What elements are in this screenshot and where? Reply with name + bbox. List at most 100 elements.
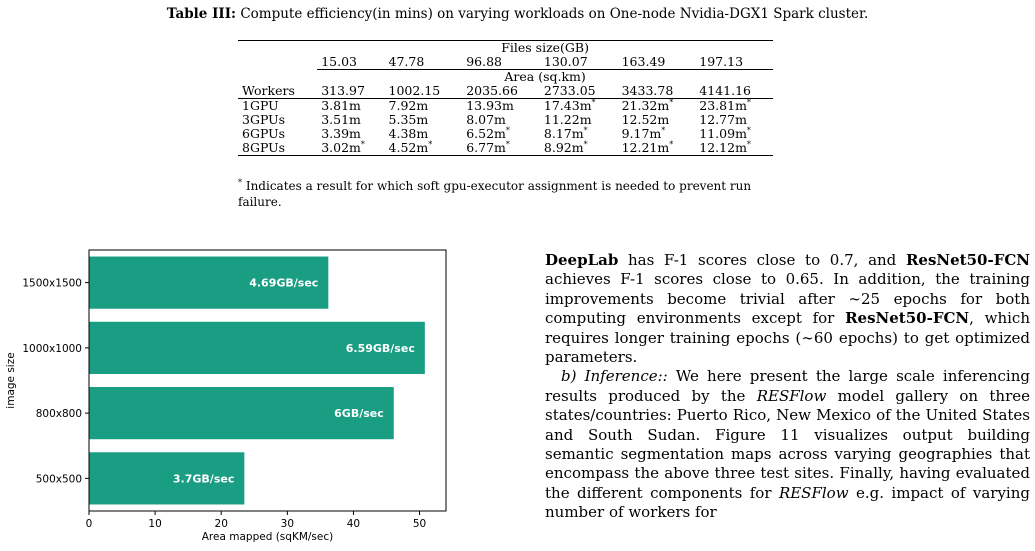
italic-term: RESFlow	[778, 483, 849, 502]
time-value: 3.81m	[321, 98, 361, 113]
time-value: 4.38m	[388, 126, 429, 141]
time-cell: 3.02m*	[317, 139, 385, 156]
results-table-container: Files size(GB) 15.03 47.78 96.88 130.07 163.…	[238, 40, 773, 156]
asterisk-mark: *	[746, 125, 751, 135]
asterisk-mark: *	[505, 139, 510, 149]
worker-label: 3GPUs	[242, 112, 286, 127]
body-text: DeepLab has F-1 scores close to 0.7, and…	[545, 251, 1030, 523]
table-caption: Table III: Compute efficiency(in mins) o…	[0, 6, 1035, 22]
file-size-cell: 163.49	[617, 55, 696, 70]
x-tick-label: 40	[347, 518, 360, 530]
paragraph-2: b) Inference:: We here present the large…	[545, 367, 1030, 522]
time-value: 23.81m	[699, 98, 747, 113]
bold-term: ResNet50-FCN	[845, 309, 970, 328]
time-value: 12.21m	[621, 140, 670, 155]
file-size-cell: 197.13	[695, 55, 773, 70]
time-value: 6.52m	[466, 126, 506, 141]
area-cell: 2035.66	[462, 84, 540, 99]
y-tick-label: 1500x1500	[22, 278, 82, 290]
y-tick-label: 1000x1000	[22, 343, 82, 355]
file-size-cell: 130.07	[539, 55, 618, 70]
time-cell: 8.17m*	[540, 125, 618, 141]
plot-frame	[88, 249, 447, 512]
area-header-row: Area (sq.km)	[238, 70, 773, 85]
text-run: , which requires longer training epochs …	[545, 309, 1030, 367]
time-value: 12.77m	[699, 112, 747, 127]
bar	[89, 452, 245, 505]
bar-data-label: 4.69GB/sec	[249, 277, 318, 290]
area-cell: 2733.05	[539, 84, 618, 99]
time-cell: 7.92m	[385, 99, 463, 114]
italic-term: RESFlow	[756, 386, 827, 405]
time-cell: 17.43m*	[540, 98, 618, 114]
asterisk-mark: *	[360, 139, 365, 149]
y-tick-label: 500x500	[36, 473, 82, 485]
time-cell: 11.09m*	[695, 125, 773, 141]
bold-term: DeepLab	[545, 251, 619, 269]
bar	[89, 321, 425, 374]
asterisk-mark: *	[583, 125, 588, 135]
time-cell: 8.92m*	[539, 139, 618, 156]
time-cell: 8.07m	[462, 113, 540, 127]
asterisk-mark: *	[746, 139, 751, 149]
time-value: 11.09m	[699, 126, 747, 141]
y-axis-label: image size	[5, 352, 17, 408]
italic-term: b) Inference::	[561, 367, 668, 386]
paragraph-1: DeepLab has F-1 scores close to 0.7, and…	[545, 251, 1030, 367]
time-cell: 12.52m	[618, 113, 696, 127]
asterisk-mark: *	[669, 97, 674, 107]
bar-data-label: 6.59GB/sec	[346, 342, 415, 355]
asterisk-mark: *	[583, 139, 588, 149]
time-value: 12.52m	[621, 112, 670, 127]
results-table: Files size(GB) 15.03 47.78 96.88 130.07 163.…	[238, 40, 773, 156]
time-cell: 11.22m	[540, 113, 618, 127]
worker-row: 8GPUs 3.02m* 4.52m* 6.77m* 8.92m* 12.21m* 12.1…	[238, 139, 773, 156]
asterisk-mark: *	[428, 139, 433, 149]
bar-data-label: 6GB/sec	[334, 407, 384, 420]
time-value: 7.92m	[388, 98, 429, 113]
time-cell: 12.77m	[695, 113, 773, 127]
bold-term: ResNet50-FCN	[905, 251, 1030, 269]
x-tick-label: 30	[281, 518, 294, 530]
workers-label: Workers	[238, 84, 318, 99]
text-run: achieves F-1 scores close to 0.65. In ad…	[545, 270, 1030, 328]
time-value: 12.12m	[699, 140, 747, 155]
time-value: 5.35m	[388, 112, 429, 127]
file-size-cell: 47.78	[384, 55, 463, 70]
time-value: 17.43m	[543, 98, 592, 113]
time-cell: 23.81m*	[695, 98, 773, 114]
area-row: Workers 313.97 1002.15 2035.66 2733.05 3433.…	[238, 84, 773, 99]
bar	[89, 256, 329, 309]
footnote-text: Indicates a result for which soft gpu-ex…	[238, 179, 752, 209]
time-cell: 5.35m	[385, 113, 463, 127]
file-size-cell: 96.88	[462, 55, 540, 70]
worker-label: 6GPUs	[242, 126, 286, 141]
time-cell: 13.93m	[462, 99, 540, 114]
time-value: 3.02m	[321, 140, 361, 155]
x-tick-label: 20	[215, 518, 228, 530]
time-cell: 3.81m	[317, 99, 384, 114]
x-axis-label: Area mapped (sqKM/sec)	[202, 531, 333, 543]
worker-row: 6GPUs 3.39m 4.38m 6.52m* 8.17m* 9.17m* 11.09m*	[238, 125, 773, 141]
text-run: has F-1 scores close to 0.7, and	[618, 251, 906, 269]
time-cell: 12.12m*	[695, 139, 773, 156]
time-value: 8.92m	[543, 140, 584, 155]
time-cell: 6.77m*	[462, 139, 540, 156]
time-cell: 4.52m*	[384, 139, 463, 156]
footnote-mark: *	[238, 178, 242, 187]
bar	[89, 387, 394, 440]
text-run: e.g. impact of varying number of workers…	[545, 483, 1030, 522]
time-value: 3.51m	[321, 112, 361, 127]
text-run: model gallery on three states/countries:…	[545, 386, 1030, 502]
area-cell: 1002.15	[384, 84, 463, 99]
time-cell: 6.52m*	[462, 126, 540, 141]
x-tick-label: 50	[413, 518, 426, 530]
time-cell: 9.17m*	[618, 126, 696, 141]
x-tick-label: 0	[86, 518, 93, 530]
time-value: 9.17m	[621, 126, 662, 141]
time-value: 6.77m	[466, 140, 506, 155]
time-value: 11.22m	[543, 112, 592, 127]
table-caption-text: Compute efficiency(in mins) on varying w…	[240, 6, 869, 22]
time-cell: 21.32m*	[618, 97, 696, 114]
y-tick-label: 800x800	[36, 408, 82, 420]
